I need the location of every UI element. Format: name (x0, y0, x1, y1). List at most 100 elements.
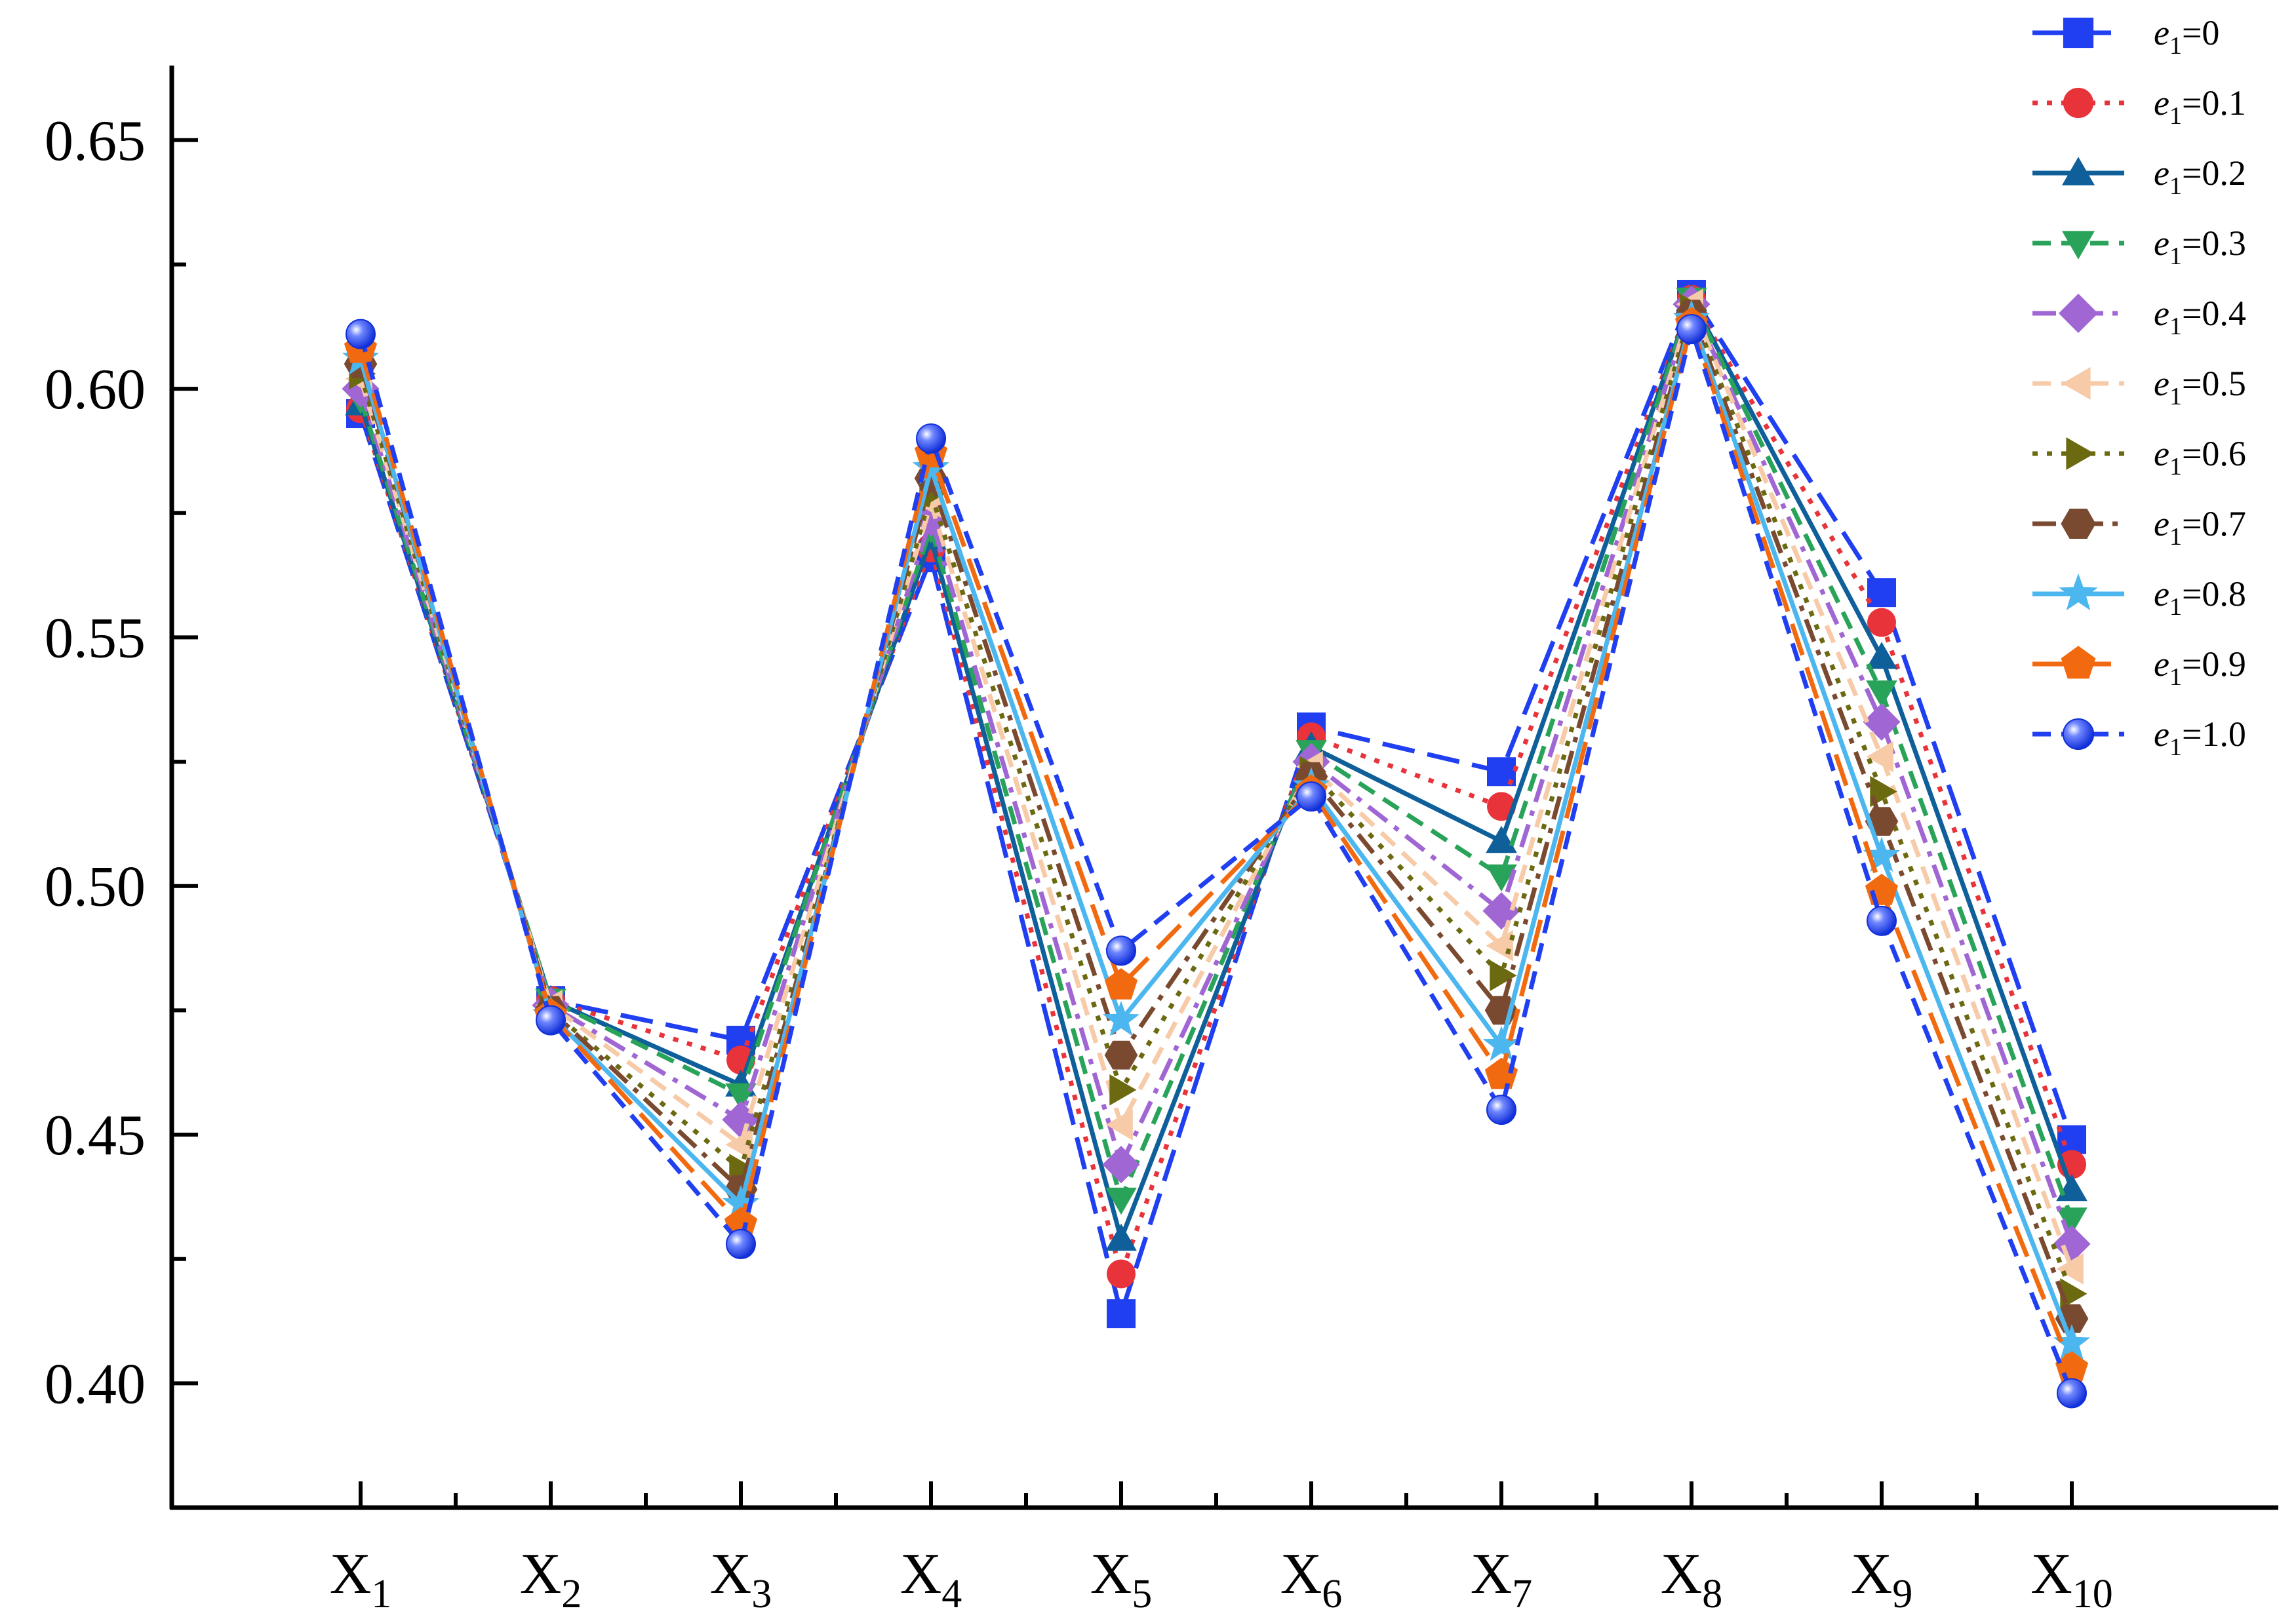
data-point (2056, 1207, 2088, 1235)
legend-entry: e1=0.3 (2032, 224, 2246, 270)
series-line (358, 317, 2074, 1344)
legend-marker (2062, 718, 2095, 751)
y-tick-label: 0.65 (45, 109, 146, 173)
legend: e1=0 e1=0.1 e1=0.2 e1=0.3 e1=0.4 e1=0.5 e1=0.6… (2032, 13, 2246, 761)
series-5 (342, 285, 2091, 1263)
data-point (1482, 1025, 1520, 1061)
data-point (726, 1228, 756, 1259)
legend-marker (2062, 367, 2091, 400)
data-point (1863, 836, 1901, 872)
legend-label: e1=0.3 (2154, 224, 2246, 270)
series-line (358, 322, 2074, 1369)
series-7 (349, 293, 2088, 1310)
legend-label: e1=0.1 (2154, 83, 2246, 130)
data-point (536, 1005, 566, 1036)
data-point (346, 319, 376, 349)
data-point (724, 1207, 758, 1238)
data-point (2053, 1324, 2091, 1359)
x-tick-label: X4 (900, 1542, 962, 1616)
legend-marker (2062, 231, 2095, 260)
data-point (1870, 775, 1897, 808)
y-tick-label: 0.50 (45, 855, 146, 919)
legend-entry: e1=0.2 (2032, 153, 2246, 200)
y-tick-label: 0.60 (45, 358, 146, 421)
series-line (358, 302, 2074, 1245)
legend-marker (2063, 87, 2094, 119)
data-point (1867, 608, 1896, 637)
legend-entry: e1=0.1 (2032, 83, 2246, 130)
legend-marker (2059, 294, 2098, 333)
data-point (2055, 1351, 2089, 1382)
legend-label: e1=0.7 (2154, 504, 2246, 551)
series-line (358, 311, 2074, 1319)
legend-label: e1=0.8 (2154, 574, 2246, 621)
x-tick-label: X1 (330, 1542, 392, 1616)
data-point (1490, 960, 1517, 992)
legend-label: e1=1.0 (2154, 714, 2246, 761)
x-tick-label: X9 (1851, 1542, 1913, 1616)
data-point (1866, 680, 1897, 708)
data-point (1102, 1146, 1140, 1184)
data-point (2056, 1253, 2084, 1285)
series-4 (345, 287, 2088, 1235)
legend-entry: e1=1.0 (2032, 714, 2246, 761)
data-point (1867, 578, 1896, 608)
y-tick-label: 0.45 (45, 1104, 146, 1167)
x-tick-label: X10 (2030, 1542, 2113, 1616)
data-point (1104, 1040, 1138, 1070)
legend-entry: e1=0.8 (2032, 573, 2246, 621)
data-point (1866, 741, 1893, 773)
data-point (1484, 1057, 1518, 1089)
data-point (1867, 905, 1897, 936)
series-10 (344, 307, 2089, 1382)
data-point (1676, 314, 1707, 345)
legend-marker (2066, 437, 2095, 470)
y-tick-label: 0.40 (45, 1352, 146, 1416)
data-point (1487, 792, 1516, 821)
x-tick-label: X7 (1471, 1542, 1533, 1616)
data-point (1863, 703, 1901, 741)
legend-marker (2061, 509, 2096, 539)
legend-label: e1=0.6 (2154, 434, 2246, 480)
data-point (1102, 1000, 1140, 1036)
data-point (1105, 1187, 1137, 1215)
data-point (1109, 1074, 1137, 1106)
x-tick-label: X2 (520, 1542, 582, 1616)
series-layer (342, 279, 2091, 1409)
data-point (2057, 1125, 2086, 1154)
x-tick-label: X3 (710, 1542, 772, 1616)
x-tick-label: X5 (1090, 1542, 1153, 1616)
series-line (358, 307, 2074, 1295)
series-line (358, 297, 2074, 1221)
legend-marker (2063, 17, 2094, 49)
data-point (1105, 1109, 1133, 1141)
legend-label: e1=0.5 (2154, 364, 2246, 410)
data-point (1296, 781, 1326, 812)
legend-marker (2062, 157, 2095, 186)
data-point (912, 499, 950, 537)
series-9 (342, 300, 2091, 1359)
series-line (358, 297, 2074, 1276)
y-tick-label: 0.55 (45, 606, 146, 670)
data-point (1107, 1259, 1136, 1289)
data-point (1106, 935, 1136, 966)
legend-label: e1=0.2 (2154, 153, 2246, 200)
data-point (1105, 1223, 1137, 1251)
data-point (725, 1129, 753, 1160)
axes: 0.40 0.45 0.50 0.55 0.60 0.65 X1 X2 X3 X4 X5 X6 X7 X8… (45, 66, 2278, 1616)
data-point (1866, 642, 1897, 669)
series-line (358, 326, 2074, 1394)
legend-marker (2059, 573, 2098, 611)
data-point (2057, 1378, 2087, 1409)
legend-label: e1=0.9 (2154, 644, 2246, 691)
data-point (1486, 1095, 1516, 1125)
series-line (358, 302, 2074, 1270)
series-3 (345, 284, 2088, 1251)
series-6 (345, 288, 2084, 1285)
data-point (1486, 864, 1517, 892)
data-point (1104, 968, 1138, 1000)
series-1 (346, 279, 2086, 1329)
data-point (916, 423, 946, 454)
legend-entry: e1=0.5 (2032, 364, 2246, 410)
